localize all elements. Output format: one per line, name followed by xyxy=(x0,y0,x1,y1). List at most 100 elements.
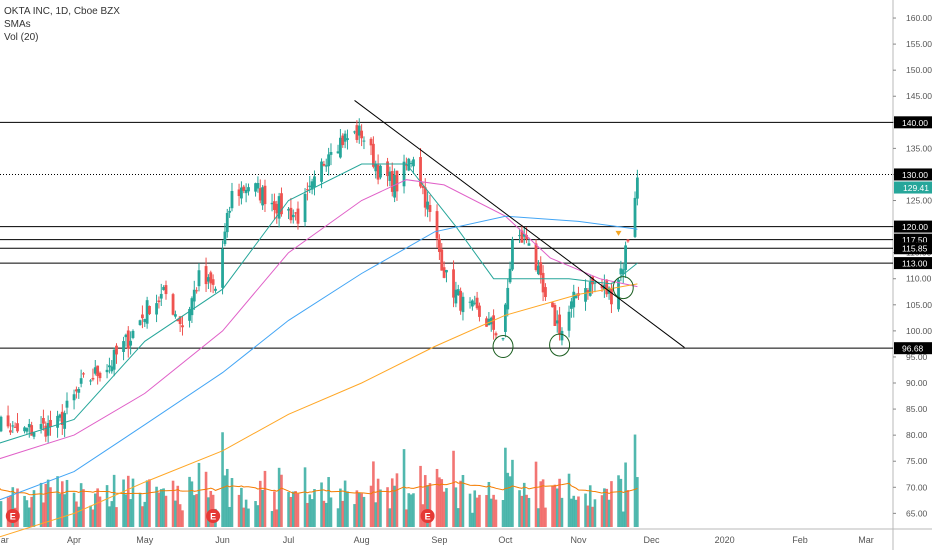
candle-body xyxy=(534,243,538,270)
volume-bar xyxy=(89,505,92,527)
volume-ma-line xyxy=(0,481,638,496)
volume-bar xyxy=(438,477,441,527)
candle-body xyxy=(258,188,262,201)
x-tick-label: Jul xyxy=(283,535,295,545)
volume-bar xyxy=(273,491,276,527)
candle-body xyxy=(610,289,613,305)
candle-body xyxy=(511,239,514,270)
candle-body xyxy=(209,272,213,284)
volume-bar xyxy=(162,488,165,527)
candle-body xyxy=(188,309,191,321)
volume-bar xyxy=(624,462,627,527)
volume-bar xyxy=(225,468,229,527)
candle-body xyxy=(308,185,312,188)
volume-bar xyxy=(555,488,559,527)
study-label-volume[interactable]: Vol (20) xyxy=(4,32,39,43)
candle-body xyxy=(270,202,274,205)
volume-bar xyxy=(428,483,432,527)
candle-body xyxy=(423,187,427,208)
volume-bar xyxy=(402,449,406,527)
candle-body xyxy=(522,233,526,237)
candle-body xyxy=(247,187,250,192)
volume-bar xyxy=(178,504,182,527)
candle-body xyxy=(343,133,347,142)
sma-line xyxy=(0,215,638,501)
volume-bar xyxy=(247,508,250,527)
candle-body xyxy=(124,334,128,338)
candle-body xyxy=(503,304,507,332)
volume-bar xyxy=(280,474,283,527)
candle-body xyxy=(346,138,349,141)
volume-bar xyxy=(454,487,458,527)
volume-bar xyxy=(157,492,161,527)
last-price-badge xyxy=(894,181,932,194)
volume-bar xyxy=(570,498,573,527)
candle-body xyxy=(56,415,59,428)
volume-bar xyxy=(610,481,613,527)
earnings-icon[interactable] xyxy=(420,509,435,523)
candle-body xyxy=(263,185,267,205)
highlight-circle[interactable] xyxy=(612,276,634,300)
highlight-circle[interactable] xyxy=(549,333,571,357)
study-label-smas[interactable]: SMAs xyxy=(4,19,31,30)
volume-bar xyxy=(275,509,279,527)
trendline[interactable] xyxy=(354,100,685,348)
volume-bar xyxy=(0,501,3,527)
y-tick-label: 85.00 xyxy=(906,404,928,414)
candle-body xyxy=(303,193,307,223)
volume-bar xyxy=(23,495,26,527)
candle-body xyxy=(65,400,69,408)
volume-bar xyxy=(195,494,198,527)
candle-body xyxy=(6,415,10,427)
symbol-title[interactable]: OKTA INC, 1D, Cboe BZX xyxy=(4,6,120,17)
candle-body xyxy=(115,345,118,355)
volume-bar xyxy=(492,494,495,527)
y-tick-label: 75.00 xyxy=(906,456,928,466)
volume-bar xyxy=(374,502,378,527)
candle-body xyxy=(355,125,359,140)
volume-bar xyxy=(355,490,359,527)
volume-bar xyxy=(621,511,625,527)
volume-bar xyxy=(313,489,316,527)
level-label: 117.50 xyxy=(902,235,928,245)
candle-body xyxy=(404,164,408,166)
candle-body xyxy=(555,320,559,324)
volume-bar xyxy=(440,479,444,527)
candle-body xyxy=(437,238,441,252)
volume-bar xyxy=(390,478,394,527)
candle-body xyxy=(138,320,142,325)
highlight-circle[interactable] xyxy=(492,335,514,359)
volume-bar xyxy=(435,468,439,527)
volume-bar xyxy=(360,493,363,527)
volume-bar xyxy=(223,475,227,527)
candle-body xyxy=(58,414,62,418)
volume-bar xyxy=(619,478,623,527)
volume-bar xyxy=(560,497,564,527)
candle-body xyxy=(16,423,19,432)
candle-body xyxy=(395,170,399,192)
volume-bar xyxy=(115,507,118,527)
earnings-icon[interactable] xyxy=(5,509,20,523)
volume-bar xyxy=(30,496,33,527)
volume-bar xyxy=(141,506,144,527)
volume-bar xyxy=(633,434,637,527)
volume-bar xyxy=(75,501,78,527)
volume-bar xyxy=(44,483,48,527)
sma-line xyxy=(0,283,638,538)
candle-body xyxy=(322,163,326,166)
candle-body xyxy=(89,380,92,382)
volume-bar xyxy=(110,501,114,527)
candle-body xyxy=(626,239,630,242)
volume-bar xyxy=(164,495,168,527)
candle-body xyxy=(294,212,298,214)
volume-bar xyxy=(256,505,260,527)
sma-line xyxy=(0,163,638,444)
volume-bar xyxy=(386,487,389,527)
volume-bar xyxy=(277,467,281,527)
earnings-icon[interactable] xyxy=(206,509,221,523)
volume-bar xyxy=(511,459,514,527)
volume-bar xyxy=(240,487,243,527)
candle-body xyxy=(244,189,248,194)
volume-bar xyxy=(291,491,295,527)
